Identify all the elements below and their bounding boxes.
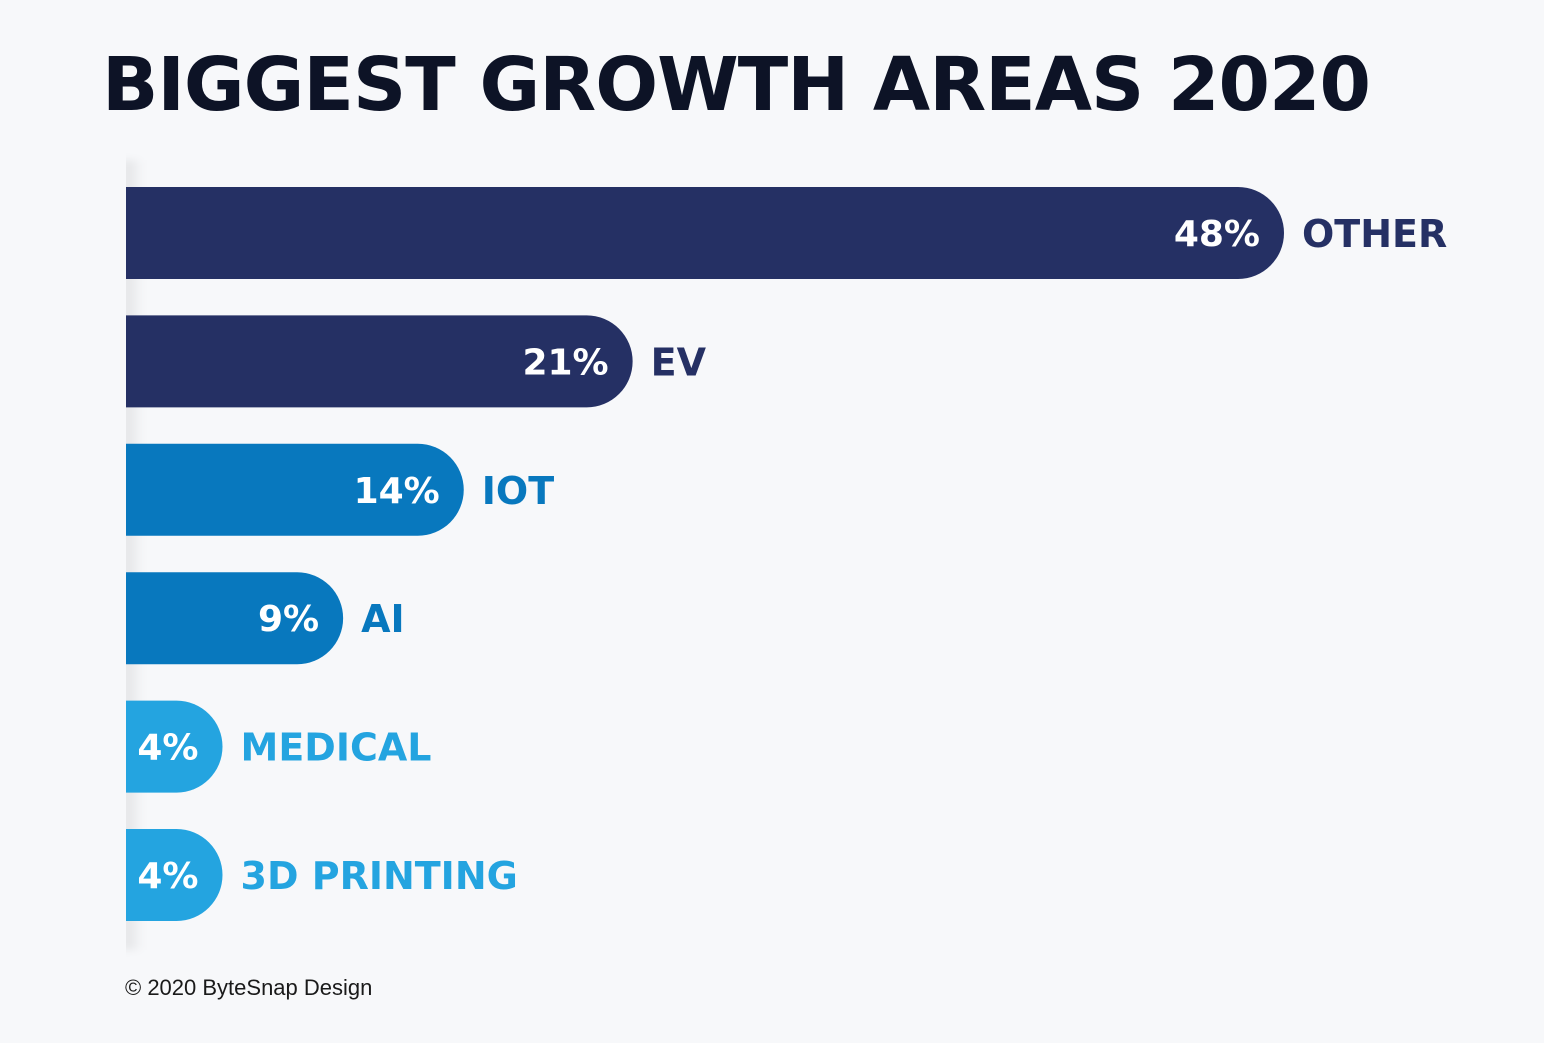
bar-3d-printing	[126, 829, 223, 922]
bar-label-iot: IOT	[482, 469, 554, 513]
copyright-notice: © 2020 ByteSnap Design	[125, 975, 373, 1000]
bar-value-3d-printing: 4%	[137, 856, 198, 897]
bar-value-ai: 9%	[258, 599, 319, 640]
bar-value-medical: 4%	[137, 728, 198, 769]
bar-label-other: OTHER	[1302, 212, 1447, 256]
bar-ev	[126, 315, 633, 408]
bar-label-ev: EV	[651, 340, 707, 384]
bar-ai	[126, 572, 344, 665]
bar-medical	[126, 700, 223, 793]
bar-iot	[126, 443, 464, 536]
bar-label-3d-printing: 3D PRINTING	[241, 854, 518, 898]
bar-value-ev: 21%	[522, 342, 608, 383]
bar-label-ai: AI	[361, 597, 405, 641]
bar-label-medical: MEDICAL	[241, 726, 432, 770]
bar-value-iot: 14%	[354, 471, 440, 512]
bar-other	[126, 187, 1284, 279]
axis-mask	[0, 150, 126, 960]
bar-value-other: 48%	[1174, 214, 1260, 255]
chart-title: BIGGEST GROWTH AREAS 2020	[102, 42, 1371, 128]
